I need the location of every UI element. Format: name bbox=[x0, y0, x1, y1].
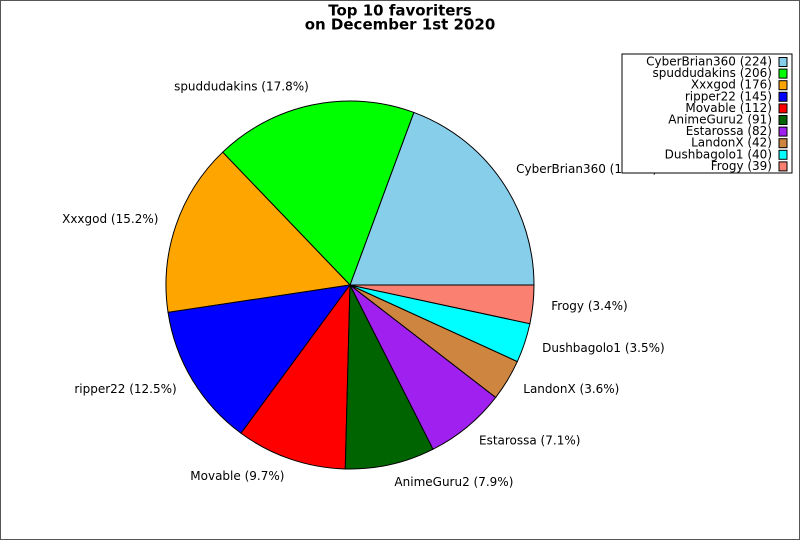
pie-slice bbox=[344, 284, 434, 470]
slice-label: ripper22 (12.5%) bbox=[74, 382, 176, 396]
legend-label: Xxxgod (176) bbox=[691, 78, 772, 92]
legend-swatch bbox=[778, 80, 788, 91]
legend-label: AnimeGuru2 (91) bbox=[668, 113, 772, 127]
legend-label: Frogy (39) bbox=[711, 159, 772, 173]
legend-swatch bbox=[778, 126, 788, 137]
slice-label: Xxxgod (15.2%) bbox=[62, 212, 158, 226]
legend-label: Movable (112) bbox=[685, 101, 772, 115]
slice-label: Movable (9.7%) bbox=[190, 469, 284, 483]
pie bbox=[165, 100, 535, 470]
legend-label: CyberBrian360 (224) bbox=[646, 55, 772, 69]
legend-swatch bbox=[778, 115, 788, 125]
pie-slice bbox=[240, 283, 351, 470]
legend-label: spuddudakins (206) bbox=[652, 66, 772, 80]
pie-slice bbox=[167, 284, 352, 434]
slice-label: spuddudakins (17.8%) bbox=[174, 79, 309, 93]
pie-slice bbox=[165, 151, 352, 313]
pie-slice bbox=[349, 284, 535, 325]
legend: CyberBrian360 (224)spuddudakins (206)Xxx… bbox=[621, 53, 793, 174]
pie-slice bbox=[221, 100, 415, 286]
legend-box bbox=[621, 53, 793, 174]
slice-label: AnimeGuru2 (7.9%) bbox=[394, 475, 513, 489]
legend-swatch bbox=[778, 149, 788, 160]
slice-label: Estarossa (7.1%) bbox=[479, 433, 580, 447]
legend-label: Estarossa (82) bbox=[686, 124, 772, 138]
legend-swatch bbox=[778, 91, 788, 102]
pie-slice bbox=[349, 111, 535, 286]
slice-label: LandonX (3.6%) bbox=[523, 382, 619, 396]
legend-swatch bbox=[778, 57, 788, 67]
slice-label: Dushbagolo1 (3.5%) bbox=[542, 341, 665, 355]
legend-swatch bbox=[778, 103, 788, 114]
legend-label: LandonX (42) bbox=[691, 136, 772, 150]
legend-swatch bbox=[778, 68, 788, 79]
legend-swatch bbox=[778, 138, 788, 149]
slice-label: Frogy (3.4%) bbox=[551, 299, 627, 313]
legend-label: ripper22 (145) bbox=[685, 89, 772, 103]
chart-title: on December 1st 2020 bbox=[305, 16, 496, 34]
chart-title: Top 10 favoriters bbox=[328, 2, 472, 20]
legend-swatch bbox=[778, 161, 788, 172]
legend-label: Dushbagolo1 (40) bbox=[665, 147, 772, 161]
